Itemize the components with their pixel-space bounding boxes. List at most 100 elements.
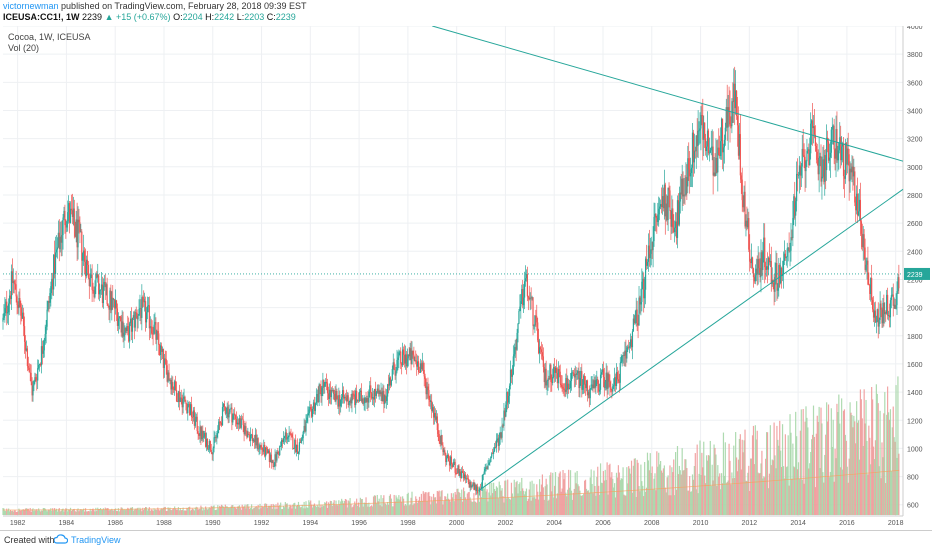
volume-bar bbox=[572, 492, 574, 515]
candle-body bbox=[54, 252, 57, 274]
chart-legend: Cocoa, 1W, ICEUSA Vol (20) bbox=[8, 32, 91, 54]
volume-bar bbox=[675, 452, 677, 515]
volume-bar bbox=[424, 492, 426, 515]
volume-bar bbox=[878, 466, 880, 515]
volume-bar bbox=[228, 507, 230, 515]
candle-body bbox=[216, 433, 218, 438]
candle-body bbox=[63, 210, 65, 218]
candle-body bbox=[329, 389, 331, 398]
candle-body bbox=[891, 294, 893, 296]
candle-body bbox=[80, 231, 82, 233]
candle-body bbox=[121, 321, 123, 333]
volume-bar bbox=[28, 510, 30, 515]
volume-bar bbox=[553, 485, 556, 515]
volume-bar bbox=[759, 472, 761, 515]
volume-bar bbox=[78, 511, 80, 515]
candle-body bbox=[193, 410, 195, 426]
volume-bar bbox=[33, 511, 35, 515]
candle-body bbox=[451, 464, 453, 468]
volume-bar bbox=[592, 493, 594, 515]
candle-body bbox=[359, 390, 362, 393]
volume-bar bbox=[654, 473, 656, 515]
candle-body bbox=[372, 397, 375, 400]
volume-bar bbox=[194, 507, 196, 515]
candle-body bbox=[283, 436, 286, 439]
candle-body bbox=[507, 391, 509, 403]
tradingview-link[interactable]: TradingView bbox=[71, 535, 121, 545]
candle-body bbox=[865, 264, 867, 270]
candle-body bbox=[375, 392, 377, 396]
candle-body bbox=[278, 452, 280, 456]
chart-area[interactable]: 4000 3800 3600 3400 3200 3000 2800 2600 2400 2200… bbox=[0, 24, 932, 530]
volume-bar bbox=[395, 495, 397, 515]
volume-bar bbox=[62, 508, 64, 515]
candle-body bbox=[365, 398, 367, 402]
candle-body bbox=[640, 302, 642, 305]
candle-body bbox=[525, 274, 528, 279]
volume-bar bbox=[748, 465, 750, 515]
candle-body bbox=[415, 360, 417, 362]
volume-bar bbox=[317, 506, 319, 515]
candle-body bbox=[164, 358, 166, 360]
volume-bar bbox=[728, 443, 730, 515]
publish-info: victornewman published on TradingView.co… bbox=[3, 1, 307, 11]
candle-body bbox=[658, 208, 660, 215]
volume-bar bbox=[84, 508, 87, 515]
volume-bar bbox=[176, 509, 179, 515]
volume-bar bbox=[753, 464, 756, 515]
symbol-name[interactable]: ICEUSA:CC1!, 1W bbox=[3, 12, 80, 22]
candle-body bbox=[176, 401, 179, 403]
price-tick-label: 2600 bbox=[907, 221, 923, 228]
price-chart[interactable]: 4000380036003400320030002800260024002200… bbox=[0, 24, 932, 530]
volume-bar bbox=[528, 489, 530, 515]
candle-body bbox=[181, 397, 183, 408]
candle-body bbox=[106, 284, 108, 305]
candle-body bbox=[612, 386, 614, 392]
volume-bar bbox=[250, 507, 252, 515]
volume-bar bbox=[74, 511, 76, 515]
candle-body bbox=[138, 308, 140, 316]
candle-body bbox=[306, 417, 308, 422]
volume-bar bbox=[760, 463, 762, 515]
candle-body bbox=[53, 254, 56, 274]
volume-bar bbox=[785, 467, 787, 515]
volume-bar bbox=[40, 510, 43, 515]
volume-bar bbox=[272, 503, 274, 515]
author-link[interactable]: victornewman bbox=[3, 1, 59, 11]
candle-body bbox=[305, 421, 307, 432]
candle-body bbox=[544, 368, 546, 383]
candle-body bbox=[736, 116, 739, 126]
volume-bar bbox=[663, 465, 665, 515]
volume-bar bbox=[680, 474, 682, 515]
candle-body bbox=[731, 101, 733, 127]
candle-body bbox=[137, 315, 139, 320]
candle-body bbox=[194, 419, 196, 426]
volume-bar bbox=[486, 489, 488, 515]
candle-body bbox=[666, 203, 668, 221]
candle-body bbox=[292, 437, 294, 449]
volume-bar bbox=[713, 444, 715, 515]
candle-body bbox=[775, 263, 777, 278]
volume-bar bbox=[493, 488, 496, 515]
candle-body bbox=[468, 482, 470, 488]
candle-body bbox=[7, 312, 9, 314]
candle-body bbox=[156, 331, 158, 340]
volume-bar bbox=[396, 497, 398, 515]
candle-body bbox=[595, 379, 597, 388]
volume-bar bbox=[97, 507, 99, 515]
candle-body bbox=[13, 280, 15, 284]
candle-body bbox=[466, 478, 468, 480]
volume-bar bbox=[72, 509, 74, 515]
candle-body bbox=[591, 384, 593, 386]
candle-body bbox=[199, 426, 201, 436]
candle-body bbox=[211, 452, 213, 455]
volume-bar bbox=[614, 483, 616, 515]
volume-bar bbox=[3, 508, 5, 515]
candle-body bbox=[606, 372, 608, 389]
candle-body bbox=[895, 305, 897, 309]
candle-body bbox=[129, 323, 131, 342]
volume-bar bbox=[795, 411, 797, 515]
candle-body bbox=[753, 277, 756, 282]
candle-body bbox=[229, 409, 231, 413]
volume-bar bbox=[428, 491, 430, 515]
